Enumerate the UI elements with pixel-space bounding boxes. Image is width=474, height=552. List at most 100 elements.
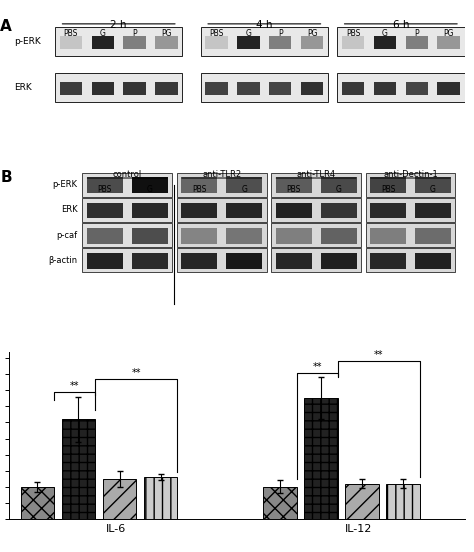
Bar [103,479,137,519]
Bar [301,82,323,95]
Text: anti-TLR2: anti-TLR2 [202,170,241,179]
Bar [406,82,428,95]
Bar [374,36,396,49]
Bar [370,253,406,269]
Bar [132,253,168,269]
Bar [132,178,168,193]
Bar [365,198,456,222]
Bar [370,228,406,243]
Bar [342,82,364,95]
Bar [181,178,217,193]
Bar [415,253,451,269]
Text: **: ** [374,351,383,360]
Bar [87,253,123,269]
Bar [181,228,217,243]
Bar [123,82,146,95]
Bar [275,178,311,193]
Bar [181,253,217,269]
Bar [374,82,396,95]
Bar [237,82,260,95]
Text: G: G [336,185,341,194]
Text: **: ** [70,381,80,391]
Text: ERK: ERK [61,205,78,214]
Text: control: control [113,170,142,179]
Bar [123,36,146,49]
Bar [62,420,95,519]
Text: anti-Dectin-1: anti-Dectin-1 [383,170,438,179]
Bar [177,248,266,272]
Bar [55,27,182,56]
Bar [320,203,356,219]
Bar [370,178,406,193]
Bar [415,178,451,193]
Bar [269,36,292,49]
Bar [406,36,428,49]
Bar [21,487,54,519]
Bar [386,484,420,519]
Bar [237,36,260,49]
Bar [82,223,172,247]
Bar [132,203,168,219]
Bar [415,228,451,243]
Bar [415,203,451,219]
Text: B: B [0,170,12,185]
Bar [132,228,168,243]
Text: 6 h: 6 h [392,20,409,30]
Bar [201,27,328,56]
Bar [181,203,217,219]
Text: anti-TLR4: anti-TLR4 [297,170,336,179]
Bar [271,223,361,247]
Bar [87,178,123,193]
Bar [60,36,82,49]
Bar [365,248,456,272]
Bar [275,228,311,243]
Text: PBS: PBS [346,29,360,38]
Bar [177,223,266,247]
Text: PBS: PBS [381,185,395,194]
Bar [438,36,460,49]
Text: PBS: PBS [192,185,206,194]
Bar [271,198,361,222]
Bar [82,198,172,222]
Bar [201,73,328,102]
Text: G: G [100,29,106,38]
Bar [226,228,262,243]
Text: p-ERK: p-ERK [53,181,78,189]
Bar [438,82,460,95]
Text: p-ERK: p-ERK [14,37,41,46]
Bar [87,228,123,243]
Bar [82,173,172,197]
Text: G: G [147,185,153,194]
Bar [365,223,456,247]
Bar [271,173,361,197]
Text: A: A [0,19,12,34]
Bar [226,203,262,219]
Bar [155,36,178,49]
Bar [320,253,356,269]
Bar [337,27,465,56]
Text: G: G [241,185,247,194]
Text: β-actin: β-actin [49,256,78,264]
Bar [342,36,364,49]
Text: P: P [278,29,283,38]
Text: PBS: PBS [98,185,112,194]
Bar [177,173,266,197]
Bar [345,484,379,519]
Bar [365,173,456,197]
Text: ERK: ERK [14,83,32,92]
Bar [226,253,262,269]
Text: PG: PG [161,29,172,38]
Text: PG: PG [443,29,454,38]
Bar [144,477,177,519]
Text: G: G [246,29,251,38]
Bar [275,203,311,219]
Bar [370,203,406,219]
Text: P: P [132,29,137,38]
Text: **: ** [132,368,141,378]
Text: G: G [382,29,388,38]
Bar [155,82,178,95]
Text: PBS: PBS [210,29,224,38]
Bar [60,82,82,95]
Text: P: P [414,29,419,38]
Text: PBS: PBS [286,185,301,194]
